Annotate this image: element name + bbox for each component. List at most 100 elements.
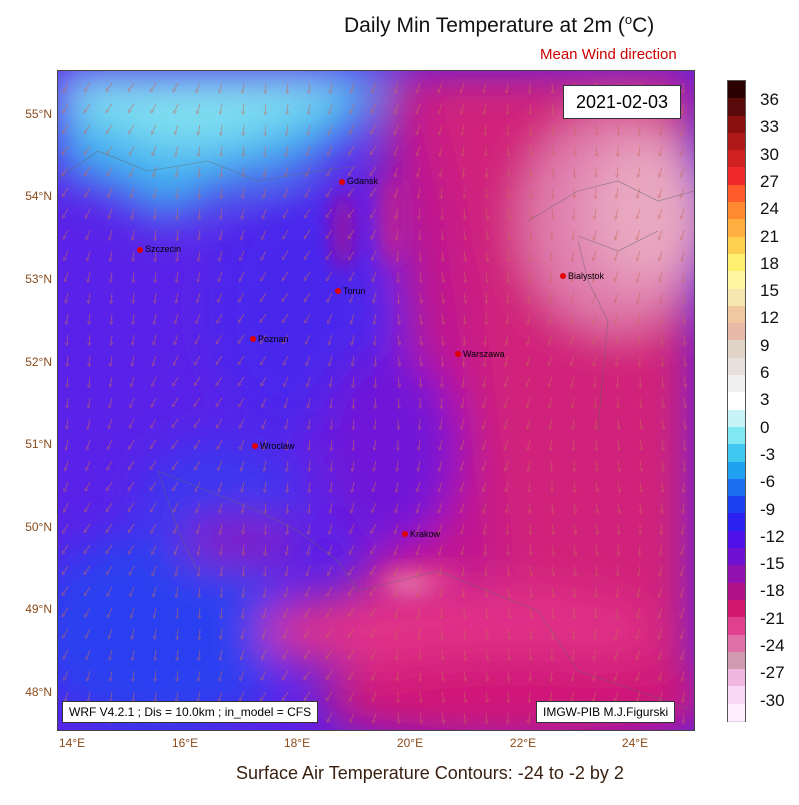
wind-arrow xyxy=(659,649,663,659)
wind-arrow xyxy=(351,292,355,301)
wind-arrow xyxy=(573,229,574,239)
wind-arrow xyxy=(552,586,553,596)
wind-arrow xyxy=(398,376,399,386)
wind-arrow xyxy=(484,523,486,533)
wind-arrow xyxy=(461,502,465,512)
wind-arrow xyxy=(110,397,113,407)
wind-arrow xyxy=(551,271,553,281)
lat-label: 52°N xyxy=(25,355,52,369)
wind-arrow xyxy=(640,418,641,428)
wind-arrow xyxy=(593,292,597,302)
wind-arrow xyxy=(573,649,574,659)
wind-arrow xyxy=(107,145,113,154)
wind-arrow xyxy=(616,607,618,617)
wind-arrow xyxy=(111,292,112,302)
wind-arrow xyxy=(417,544,421,554)
wind-arrow xyxy=(63,187,69,196)
wind-arrow xyxy=(660,271,663,281)
wind-arrow xyxy=(309,418,310,428)
wind-arrow xyxy=(151,502,157,511)
wind-arrow xyxy=(64,649,69,658)
wind-arrow xyxy=(132,628,135,638)
wind-arrow xyxy=(309,103,311,113)
wind-arrow xyxy=(111,334,112,344)
wind-arrow xyxy=(595,187,596,197)
wind-arrow xyxy=(261,313,267,321)
wind-arrow xyxy=(374,439,376,449)
wind-arrow xyxy=(353,355,355,365)
wind-arrow xyxy=(305,292,311,301)
wind-arrow xyxy=(572,670,575,680)
wind-arrow xyxy=(66,439,69,449)
wind-arrow xyxy=(398,334,400,344)
wind-arrow xyxy=(197,82,201,91)
wind-arrow xyxy=(87,439,91,449)
wind-arrow xyxy=(63,145,69,153)
colorbar-swatch xyxy=(728,236,745,256)
wind-arrow xyxy=(309,82,310,92)
wind-arrow xyxy=(660,691,663,701)
wind-arrow xyxy=(463,376,464,386)
colorbar-swatch xyxy=(728,115,745,135)
wind-arrow xyxy=(464,271,466,281)
wind-arrow xyxy=(371,124,377,133)
wind-arrow xyxy=(552,187,553,197)
wind-arrow xyxy=(85,166,91,175)
wind-arrow xyxy=(265,124,266,134)
wind-arrow xyxy=(284,628,289,637)
wind-arrow xyxy=(217,397,223,405)
wind-arrow xyxy=(574,166,575,176)
colorbar-tick-label: 6 xyxy=(760,363,770,382)
wind-arrow xyxy=(420,271,421,281)
wind-arrow xyxy=(89,355,90,365)
wind-arrow xyxy=(151,481,157,489)
wind-arrow xyxy=(85,523,91,532)
colorbar-tick-label: 0 xyxy=(760,417,770,437)
wind-arrow xyxy=(682,103,685,113)
wind-arrow xyxy=(508,586,509,596)
colorbar-swatch xyxy=(728,392,745,412)
wind-arrow xyxy=(640,439,642,449)
wind-arrow xyxy=(152,124,157,133)
wind-arrow xyxy=(397,649,398,659)
wind-arrow xyxy=(442,250,443,260)
wind-arrow xyxy=(420,334,422,344)
wind-arrow xyxy=(682,649,685,659)
wind-arrow xyxy=(684,397,686,407)
wind-arrow xyxy=(242,628,245,638)
wind-arrow xyxy=(464,628,465,638)
wind-arrow xyxy=(462,418,465,428)
colorbar-tick-label: -15 xyxy=(760,554,785,574)
wind-arrow xyxy=(221,544,222,554)
wind-arrow xyxy=(195,355,201,364)
wind-arrow xyxy=(89,376,90,386)
wind-arrow xyxy=(351,82,355,92)
wind-arrow xyxy=(349,166,355,175)
wind-arrow xyxy=(371,565,377,574)
colorbar-swatch xyxy=(728,634,745,654)
wind-arrow xyxy=(659,208,663,218)
wind-arrow xyxy=(508,166,509,176)
wind-arrow xyxy=(374,313,377,323)
wind-arrow xyxy=(65,460,69,470)
city-label: Gdansk xyxy=(347,176,379,186)
wind-arrow xyxy=(133,649,135,659)
colorbar-swatch xyxy=(728,98,745,118)
wind-arrow xyxy=(508,250,509,260)
wind-arrow xyxy=(130,565,135,574)
wind-arrow xyxy=(615,229,619,239)
wind-arrow xyxy=(442,313,443,323)
wind-arrow xyxy=(659,607,663,617)
wind-arrow xyxy=(221,124,222,134)
wind-arrow xyxy=(618,502,619,512)
wind-arrow xyxy=(349,187,355,195)
wind-arrow xyxy=(284,649,289,658)
wind-arrow xyxy=(461,439,465,449)
lat-label: 49°N xyxy=(25,602,52,616)
wind-arrow xyxy=(198,670,200,680)
wind-arrow xyxy=(593,670,597,680)
wind-arrow xyxy=(552,103,553,113)
wind-arrow xyxy=(439,481,443,491)
wind-arrow xyxy=(660,565,663,575)
wind-arrow xyxy=(85,82,91,91)
